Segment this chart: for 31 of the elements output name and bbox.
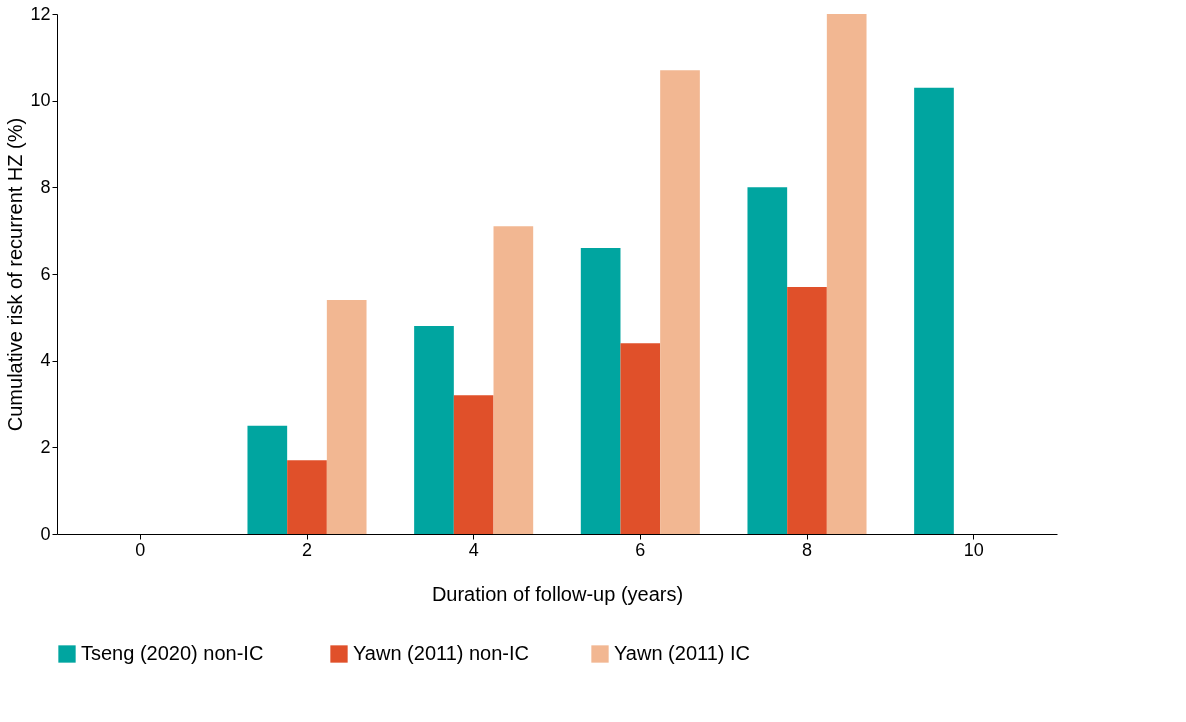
x-tick-label: 8 bbox=[801, 539, 813, 560]
legend-label: Tseng (2020) non-IC bbox=[81, 642, 264, 664]
bar bbox=[493, 226, 534, 534]
bar bbox=[326, 300, 367, 534]
bar bbox=[247, 425, 288, 534]
x-tick-label: 6 bbox=[635, 539, 646, 560]
x-tick-label: 0 bbox=[135, 539, 146, 560]
y-tick-label: 2 bbox=[40, 436, 51, 457]
y-axis-title: Cumulative risk of recurrent HZ (%) bbox=[4, 117, 27, 432]
y-tick-label: 0 bbox=[40, 523, 51, 544]
bar bbox=[453, 395, 494, 534]
bar bbox=[620, 343, 661, 534]
bar bbox=[660, 70, 700, 534]
y-tick-label: 12 bbox=[30, 3, 51, 24]
bar bbox=[287, 460, 327, 534]
y-tick-label: 10 bbox=[30, 90, 51, 111]
bar bbox=[580, 248, 621, 534]
bar bbox=[747, 187, 788, 534]
bar bbox=[826, 14, 867, 534]
y-tick-label: 6 bbox=[40, 263, 51, 284]
x-tick-label: 10 bbox=[963, 539, 984, 560]
x-tick-label: 4 bbox=[468, 539, 479, 560]
legend-label: Yawn (2011) non-IC bbox=[353, 642, 530, 664]
y-tick-label: 8 bbox=[40, 176, 51, 197]
legend-label: Yawn (2011) IC bbox=[614, 642, 750, 664]
x-axis-title: Duration of follow-up (years) bbox=[431, 582, 684, 605]
bar bbox=[414, 326, 454, 534]
y-tick-label: 4 bbox=[40, 350, 51, 371]
bar bbox=[787, 287, 827, 534]
bar bbox=[914, 87, 954, 534]
x-tick-label: 2 bbox=[301, 539, 313, 560]
